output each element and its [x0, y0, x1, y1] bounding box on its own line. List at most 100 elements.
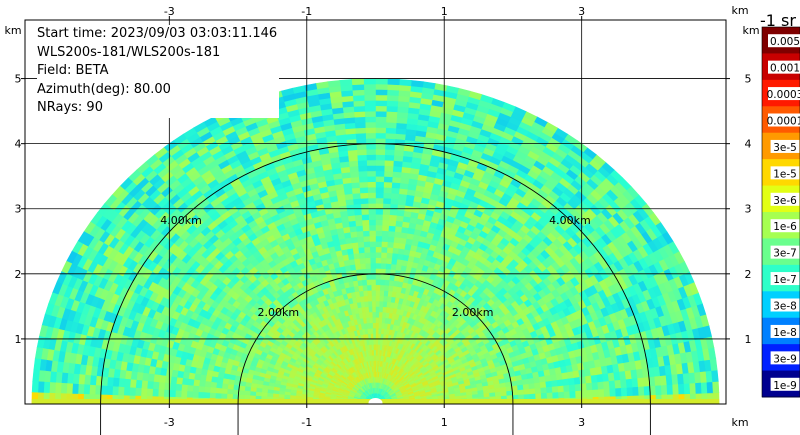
field-cell	[360, 203, 369, 210]
field-cell	[369, 240, 376, 248]
field-cell	[386, 89, 400, 96]
field-cell	[660, 384, 668, 395]
field-cell	[375, 295, 380, 302]
field-cell	[375, 251, 382, 258]
field-cell	[672, 383, 680, 395]
field-cell	[552, 391, 560, 399]
field-cell	[363, 246, 371, 253]
field-cell	[375, 99, 388, 107]
field-cell	[355, 143, 367, 151]
field-cell	[383, 159, 394, 167]
field-cell	[375, 78, 388, 85]
field-cell	[381, 235, 389, 243]
field-cell	[350, 236, 358, 244]
field-cell	[366, 284, 372, 291]
field-cell	[361, 219, 370, 226]
field-cell	[398, 79, 412, 87]
field-cell	[369, 257, 376, 264]
field-cell	[370, 278, 376, 286]
field-cell	[367, 202, 376, 210]
field-cell	[351, 83, 365, 91]
field-cell	[357, 241, 365, 248]
field-cell	[711, 369, 719, 383]
field-cell	[389, 208, 398, 216]
field-cell	[375, 273, 381, 280]
field-cell	[364, 257, 371, 264]
field-cell	[354, 214, 363, 221]
field-cell	[388, 214, 397, 221]
field-cell	[385, 257, 393, 265]
field-cell	[366, 289, 372, 297]
field-cell	[375, 121, 387, 128]
field-cell	[375, 311, 380, 318]
field-cell	[361, 224, 370, 232]
field-cell	[375, 181, 385, 188]
field-cell	[602, 380, 611, 390]
field-cell	[386, 241, 394, 248]
field-cell	[689, 382, 697, 394]
field-cell	[365, 154, 376, 161]
field-cell	[368, 235, 376, 242]
field-cell	[375, 94, 388, 101]
field-cell	[369, 262, 376, 269]
field-cell	[506, 394, 514, 400]
field-cell	[375, 224, 383, 231]
field-cell	[380, 251, 388, 259]
field-cell	[392, 241, 400, 249]
field-cell	[615, 387, 622, 397]
field-cell	[375, 192, 384, 199]
field-cell	[358, 257, 366, 265]
field-cell	[569, 390, 577, 398]
field-cell	[351, 187, 361, 194]
field-cell	[666, 383, 674, 395]
field-cell	[597, 380, 605, 390]
field-cell	[375, 300, 380, 307]
field-cell	[378, 316, 383, 324]
field-cell	[390, 187, 400, 194]
field-cell	[512, 394, 519, 400]
field-cell	[390, 192, 400, 200]
field-cell	[375, 132, 386, 139]
field-cell	[357, 165, 368, 172]
field-cell	[375, 143, 386, 150]
field-cell	[355, 132, 367, 140]
field-cell	[355, 225, 364, 232]
field-cell	[580, 389, 588, 398]
field-cell	[540, 392, 548, 399]
field-cell	[380, 257, 387, 264]
field-cell	[363, 78, 376, 85]
field-cell	[351, 241, 359, 249]
field-cell	[375, 116, 387, 123]
field-cell	[382, 203, 391, 210]
field-cell	[551, 385, 559, 393]
field-cell	[556, 378, 564, 387]
field-cell	[637, 385, 645, 396]
field-cell	[360, 208, 369, 215]
field-cell	[361, 213, 370, 221]
field-cell	[375, 110, 387, 118]
field-cell	[393, 231, 402, 238]
field-cell	[546, 391, 554, 399]
field-cell	[353, 116, 366, 124]
field-cell	[379, 273, 386, 280]
field-cell	[353, 110, 366, 118]
field-cell	[350, 181, 360, 189]
field-cell	[375, 289, 381, 296]
field-cell	[383, 290, 389, 297]
field-cell	[389, 198, 399, 205]
field-cell	[359, 197, 369, 205]
field-cell	[385, 127, 397, 134]
field-cell	[382, 197, 392, 205]
field-cell	[375, 89, 388, 96]
field-cell	[573, 376, 581, 385]
field-cell	[375, 175, 385, 183]
field-cell	[706, 381, 714, 394]
field-cell	[364, 116, 376, 123]
field-cell	[375, 83, 388, 90]
field-cell	[365, 137, 376, 145]
field-cell	[695, 382, 703, 394]
field-cell	[370, 284, 376, 291]
field-cell	[327, 80, 341, 88]
field-cell	[375, 343, 379, 351]
